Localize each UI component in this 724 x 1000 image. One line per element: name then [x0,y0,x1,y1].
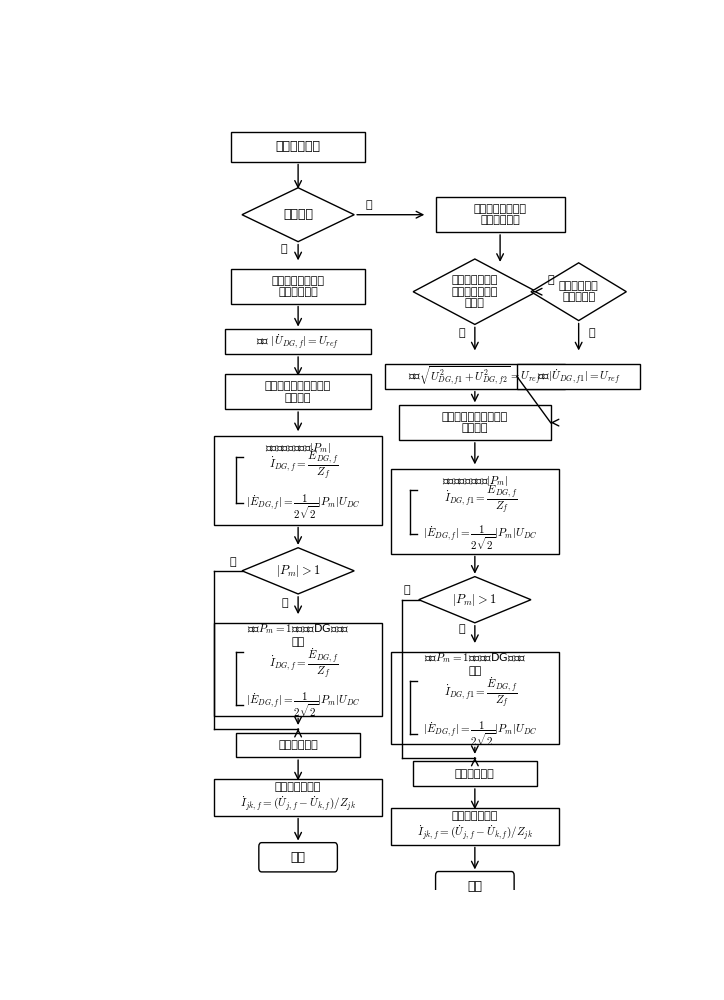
Text: $|P_m|>1$: $|P_m|>1$ [452,592,497,608]
Text: $\dot{I}_{DG,f1}=\dfrac{\dot{E}_{DG,f}}{Z_f}$: $\dot{I}_{DG,f1}=\dfrac{\dot{E}_{DG,f}}{… [444,676,517,710]
Text: 由下式求解调制比$|P_m|$: 由下式求解调制比$|P_m|$ [265,441,332,455]
FancyBboxPatch shape [214,779,382,816]
Text: 计算支路电流：
$\dot{I}_{jk,f}=(\dot{U}_{j,f}-\dot{U}_{k,f})/Z_{jk}$: 计算支路电流： $\dot{I}_{jk,f}=(\dot{U}_{j,f}-\… [417,811,533,842]
Text: 求解各节点电压和节点
注入电流: 求解各节点电压和节点 注入电流 [265,381,332,403]
Text: 建立配电网故障时
节点电压方程: 建立配电网故障时 节点电压方程 [473,204,526,226]
Text: 正序基波电压
为控制对象: 正序基波电压 为控制对象 [559,281,599,303]
Text: 结束: 结束 [290,851,306,864]
Polygon shape [418,577,531,623]
Text: 是: 是 [458,328,465,338]
Text: 是: 是 [282,598,288,608]
Text: 否: 否 [404,585,411,595]
Text: 结束: 结束 [468,880,482,893]
FancyBboxPatch shape [214,436,382,525]
Text: 是: 是 [458,624,465,634]
Text: $\dot{I}_{DG,f1}=\dfrac{\dot{E}_{DG,f}}{Z_f}$: $\dot{I}_{DG,f1}=\dfrac{\dot{E}_{DG,f}}{… [444,482,517,516]
Text: $|\dot{E}_{DG,f}|=\dfrac{1}{2\sqrt{2}}|P_m|U_{DC}$: $|\dot{E}_{DG,f}|=\dfrac{1}{2\sqrt{2}}|P… [246,691,361,719]
FancyBboxPatch shape [385,364,565,389]
Text: $|\dot{E}_{DG,f}|=\dfrac{1}{2\sqrt{2}}|P_m|U_{DC}$: $|\dot{E}_{DG,f}|=\dfrac{1}{2\sqrt{2}}|P… [424,720,538,748]
Text: 是: 是 [280,244,287,254]
Text: 计算节点电压: 计算节点电压 [455,769,494,779]
FancyBboxPatch shape [436,872,514,901]
Text: $\dot{I}_{DG,f}=\dfrac{\dot{E}_{DG,f}}{Z_f}$: $\dot{I}_{DG,f}=\dfrac{\dot{E}_{DG,f}}{Z… [269,448,339,482]
FancyBboxPatch shape [259,843,337,872]
FancyBboxPatch shape [231,269,366,304]
Text: 求解各节点电压和节点
注入电流: 求解各节点电压和节点 注入电流 [442,412,508,433]
Text: 是: 是 [589,328,595,338]
FancyBboxPatch shape [236,733,360,757]
Text: 定义$P_m=1$求解注入DG并网点
电流: 定义$P_m=1$求解注入DG并网点 电流 [247,622,350,647]
Polygon shape [531,263,626,321]
FancyBboxPatch shape [225,329,371,354]
Polygon shape [242,548,354,594]
Text: 判断故障类型: 判断故障类型 [276,140,321,153]
FancyBboxPatch shape [391,469,559,554]
FancyBboxPatch shape [436,197,565,232]
Text: $|P_m|>1$: $|P_m|>1$ [276,563,321,579]
Text: 定义 $|\dot{U}_{DG,f}|=U_{ref}$: 定义 $|\dot{U}_{DG,f}|=U_{ref}$ [256,333,340,351]
Text: 否: 否 [366,200,372,210]
Polygon shape [413,259,536,324]
Polygon shape [242,188,354,242]
FancyBboxPatch shape [231,132,366,162]
FancyBboxPatch shape [517,364,641,389]
FancyBboxPatch shape [391,652,559,744]
Text: 计算节点电压: 计算节点电压 [278,740,318,750]
Text: 对称故障: 对称故障 [283,208,313,221]
Text: 建立配电网故障时
节点电压方程: 建立配电网故障时 节点电压方程 [272,276,324,297]
FancyBboxPatch shape [214,623,382,716]
Text: $\dot{I}_{DG,f}=\dfrac{\dot{E}_{DG,f}}{Z_f}$: $\dot{I}_{DG,f}=\dfrac{\dot{E}_{DG,f}}{Z… [269,647,339,681]
Text: 定义$|\dot{U}_{DG,f1}|=U_{ref}$: 定义$|\dot{U}_{DG,f1}|=U_{ref}$ [537,367,620,386]
FancyBboxPatch shape [391,808,559,845]
Text: 计算支路电流：
$\dot{I}_{jk,f}=(\dot{U}_{j,f}-\dot{U}_{k,f})/Z_{jk}$: 计算支路电流： $\dot{I}_{jk,f}=(\dot{U}_{j,f}-\… [240,782,356,813]
Text: 定义$P_m=1$求解注入DG并网点
电流: 定义$P_m=1$求解注入DG并网点 电流 [424,651,526,676]
FancyBboxPatch shape [399,405,550,440]
Text: 定义$\sqrt{U^2_{DG,f1}+U^2_{DG,f2}}=U_{ref}$: 定义$\sqrt{U^2_{DG,f1}+U^2_{DG,f2}}=U_{ref… [408,365,542,388]
Text: $|\dot{E}_{DG,f}|=\dfrac{1}{2\sqrt{2}}|P_m|U_{DC}$: $|\dot{E}_{DG,f}|=\dfrac{1}{2\sqrt{2}}|P… [424,524,538,552]
Text: 由下式求解调制比$|P_m|$: 由下式求解调制比$|P_m|$ [442,474,508,488]
Text: 否: 否 [230,557,236,567]
Text: $|\dot{E}_{DG,f}|=\dfrac{1}{2\sqrt{2}}|P_m|U_{DC}$: $|\dot{E}_{DG,f}|=\dfrac{1}{2\sqrt{2}}|P… [246,493,361,521]
FancyBboxPatch shape [413,761,536,786]
Text: 否: 否 [548,275,555,285]
Text: 相电压幅值或线
电压有效值为控
制对象: 相电压幅值或线 电压有效值为控 制对象 [452,275,498,308]
FancyBboxPatch shape [225,374,371,409]
